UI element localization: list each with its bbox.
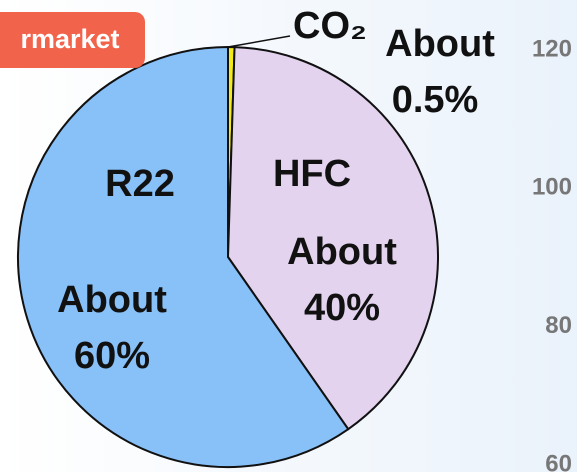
- value-label: About 40%: [287, 231, 397, 329]
- slice-label: R22: [105, 163, 175, 205]
- badge-label: rmarket: [20, 24, 119, 54]
- leader-line: [227, 35, 291, 48]
- y-tick-label: 60: [545, 450, 572, 472]
- badge: [0, 12, 145, 68]
- pie-slice: [17, 45, 350, 468]
- value-label: About 60%: [57, 279, 167, 377]
- value-label: About 0.5%: [385, 23, 495, 121]
- y-tick-label: 120: [532, 35, 572, 62]
- slice-label: HFC: [273, 153, 351, 195]
- y-tick-label: 80: [545, 312, 572, 339]
- y-tick-label: 100: [532, 174, 572, 201]
- pie: [17, 45, 439, 468]
- slice-label: CO₂: [293, 5, 367, 47]
- pie-slice: [226, 46, 439, 431]
